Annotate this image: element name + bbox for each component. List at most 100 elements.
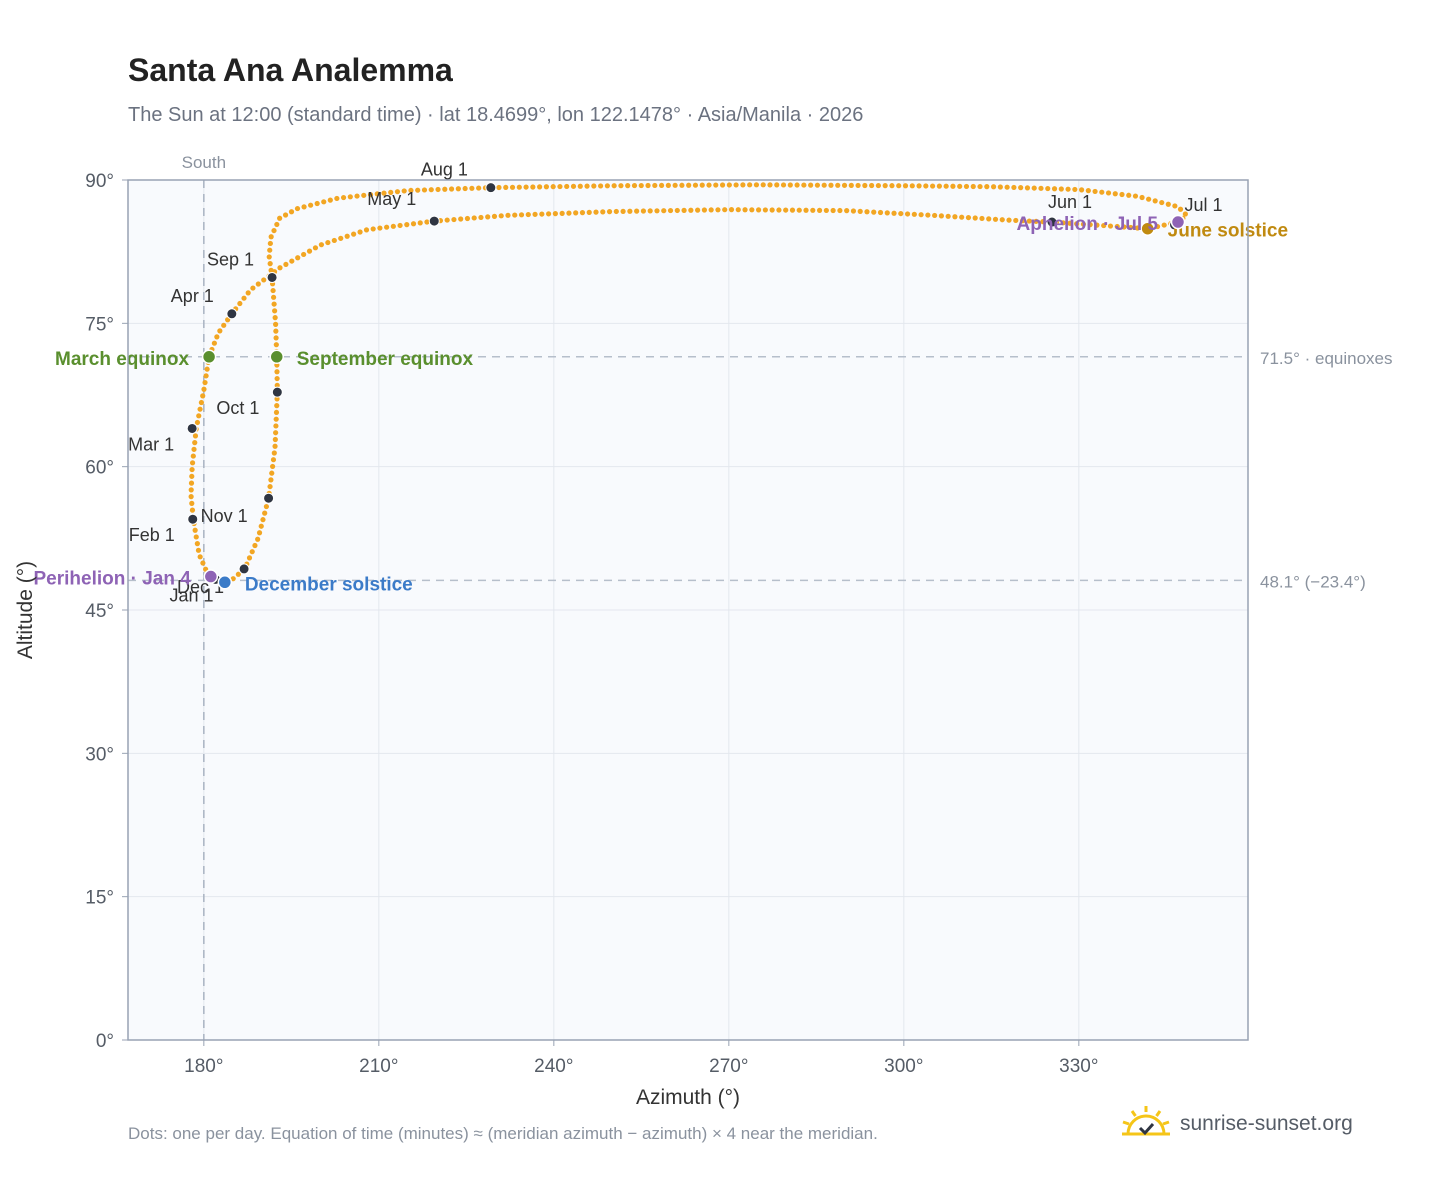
daily-dot bbox=[722, 207, 728, 213]
month-marker-label: Sep 1 bbox=[207, 249, 254, 269]
daily-dot bbox=[518, 212, 525, 218]
daily-dot bbox=[823, 207, 829, 214]
x-axis-label: Azimuth (°) bbox=[636, 1086, 740, 1109]
daily-dot bbox=[835, 182, 841, 188]
daily-dot bbox=[442, 186, 448, 192]
daily-dot bbox=[273, 342, 279, 348]
daily-dot bbox=[351, 231, 357, 237]
daily-dot bbox=[190, 453, 196, 459]
daily-dot bbox=[451, 216, 457, 223]
month-marker-label: Apr 1 bbox=[171, 286, 214, 306]
daily-dot bbox=[195, 547, 202, 553]
daily-dot bbox=[970, 183, 976, 190]
daily-dot bbox=[192, 440, 198, 446]
daily-dot bbox=[938, 213, 944, 219]
daily-dot bbox=[289, 258, 295, 264]
daily-dot bbox=[415, 187, 421, 193]
daily-dot bbox=[270, 287, 276, 294]
daily-dot bbox=[203, 373, 209, 379]
daily-dot bbox=[197, 406, 203, 412]
daily-dot bbox=[267, 240, 273, 247]
daily-dot bbox=[188, 494, 194, 500]
daily-dot bbox=[688, 207, 694, 213]
daily-dot bbox=[810, 207, 816, 213]
daily-dot bbox=[277, 265, 283, 271]
daily-dot bbox=[271, 450, 277, 456]
month-marker-label: Jan 1 bbox=[169, 585, 213, 605]
x-tick-label: 240° bbox=[534, 1056, 573, 1077]
daily-dot bbox=[250, 285, 256, 291]
daily-dot bbox=[354, 193, 360, 199]
daily-dot bbox=[699, 182, 705, 188]
daily-dot bbox=[189, 460, 196, 466]
daily-dot bbox=[321, 199, 327, 205]
daily-dot bbox=[288, 209, 295, 215]
daily-dot bbox=[189, 500, 195, 506]
daily-dot bbox=[911, 211, 917, 217]
event-marker-dot bbox=[1170, 214, 1186, 230]
daily-dot bbox=[197, 554, 203, 560]
daily-dot bbox=[1058, 186, 1064, 192]
daily-dot bbox=[950, 183, 956, 189]
daily-dot bbox=[943, 183, 949, 189]
daily-dot bbox=[266, 254, 272, 260]
daily-dot bbox=[557, 183, 563, 190]
daily-dot bbox=[476, 185, 482, 191]
daily-dot bbox=[1159, 199, 1165, 206]
daily-dot bbox=[606, 209, 613, 215]
daily-dot bbox=[984, 184, 990, 190]
daily-dot bbox=[889, 183, 895, 189]
daily-dot bbox=[1119, 191, 1125, 198]
daily-dot bbox=[708, 207, 714, 213]
daily-dot bbox=[780, 182, 787, 188]
month-marker-label: Nov 1 bbox=[201, 506, 248, 526]
event-marker-dot bbox=[217, 575, 233, 590]
daily-dot bbox=[848, 182, 854, 188]
event-marker-label: June solstice bbox=[1168, 221, 1288, 242]
daily-dot bbox=[214, 334, 220, 340]
daily-dot bbox=[417, 220, 423, 226]
daily-dot bbox=[221, 322, 227, 328]
daily-dot bbox=[977, 183, 983, 190]
daily-dot bbox=[503, 184, 509, 191]
daily-dot bbox=[925, 212, 931, 218]
daily-dot bbox=[274, 221, 280, 228]
daily-dot bbox=[469, 185, 475, 191]
daily-dot bbox=[471, 215, 477, 221]
daily-dot bbox=[261, 277, 267, 283]
daily-dot bbox=[1011, 184, 1017, 191]
daily-dot bbox=[882, 183, 888, 189]
daily-dot bbox=[255, 536, 261, 542]
daily-dot bbox=[767, 182, 773, 188]
daily-dot bbox=[188, 487, 194, 493]
daily-dot bbox=[1107, 223, 1114, 229]
daily-dot bbox=[661, 208, 667, 214]
daily-dot bbox=[862, 182, 868, 189]
brand[interactable]: sunrise-sunset.org bbox=[1120, 1102, 1353, 1146]
sun-logo-icon bbox=[1122, 1106, 1170, 1136]
x-tick-label: 180° bbox=[184, 1056, 223, 1077]
daily-dot bbox=[1182, 211, 1188, 217]
daily-dot bbox=[573, 210, 579, 216]
daily-dot bbox=[308, 202, 314, 208]
daily-dot bbox=[509, 184, 516, 190]
daily-dot bbox=[735, 207, 741, 213]
daily-dot bbox=[237, 300, 243, 307]
daily-dot bbox=[1060, 220, 1066, 226]
daily-dot bbox=[930, 183, 936, 189]
daily-sun-path bbox=[188, 182, 1188, 585]
daily-dot bbox=[760, 182, 766, 188]
event-marker-label: December solstice bbox=[245, 574, 413, 595]
daily-dot bbox=[726, 182, 732, 188]
daily-dot bbox=[314, 200, 320, 207]
daily-dot bbox=[204, 366, 210, 372]
daily-dot bbox=[255, 281, 261, 287]
daily-dot bbox=[801, 182, 807, 188]
event-marker-dot bbox=[201, 349, 217, 365]
daily-dot bbox=[952, 214, 958, 220]
daily-dot bbox=[270, 463, 276, 470]
event-marker-label: September equinox bbox=[297, 349, 474, 370]
daily-dot bbox=[850, 208, 857, 214]
daily-dot bbox=[830, 207, 836, 214]
daily-dot bbox=[857, 208, 863, 214]
